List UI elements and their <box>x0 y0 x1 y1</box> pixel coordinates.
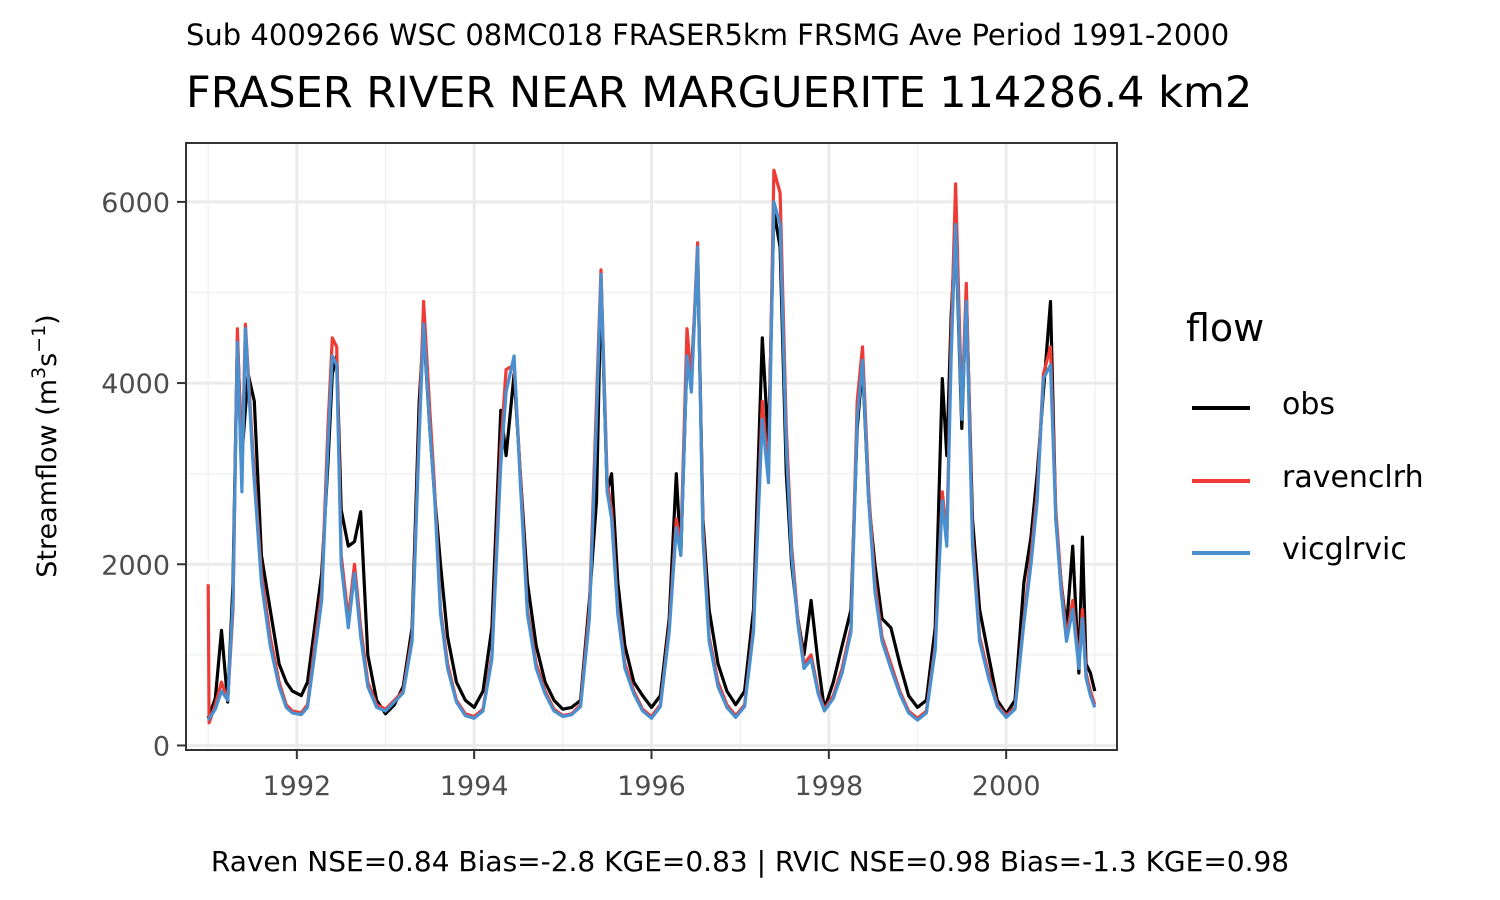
chart-title: FRASER RIVER NEAR MARGUERITE 114286.4 km… <box>186 68 1253 118</box>
y-tick-label: 6000 <box>101 188 170 219</box>
y-axis-title: Streamflow (m3s−1) <box>28 314 63 577</box>
x-tick-label: 1994 <box>440 771 509 802</box>
series-layer <box>206 168 1097 725</box>
series-line-vicglrvic <box>206 200 1097 722</box>
x-axis: 1992 1994 1996 1998 2000 <box>262 750 1041 802</box>
y-axis: 0 2000 4000 6000 <box>101 188 186 762</box>
legend-label-ravenclrh: ravenclrh <box>1282 460 1424 495</box>
legend-label-vicglrvic: vicglrvic <box>1282 532 1407 567</box>
major-gridlines <box>186 143 1117 750</box>
chart-subtitle: Sub 4009266 WSC 08MC018 FRASER5km FRSMG … <box>186 18 1230 52</box>
legend-title: flow <box>1186 306 1265 350</box>
performance-metrics: Raven NSE=0.84 Bias=-2.8 KGE=0.83 | RVIC… <box>210 845 1290 878</box>
legend-swatch-ravenclrh <box>1192 479 1250 483</box>
legend-label-obs: obs <box>1282 387 1336 422</box>
x-tick-label: 1992 <box>262 771 331 802</box>
legend-swatch-obs <box>1192 406 1250 410</box>
y-tick-label: 2000 <box>101 550 170 581</box>
x-tick-label: 2000 <box>972 771 1041 802</box>
x-tick-label: 1998 <box>794 771 863 802</box>
y-tick-label: 4000 <box>101 369 170 400</box>
x-tick-label: 1996 <box>617 771 686 802</box>
y-tick-label: 0 <box>153 731 170 762</box>
legend-swatch-vicglrvic <box>1192 551 1250 555</box>
